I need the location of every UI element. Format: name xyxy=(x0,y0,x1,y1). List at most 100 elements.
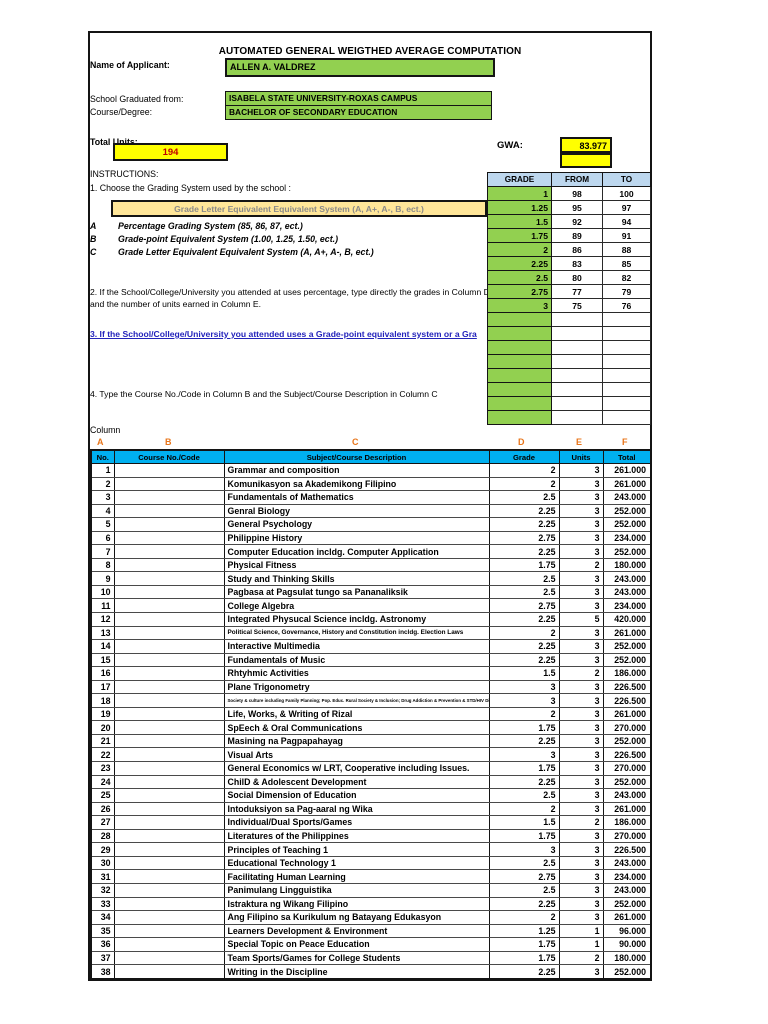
units-cell[interactable]: 3 xyxy=(558,706,604,722)
grade-cell[interactable]: 2 xyxy=(488,910,560,925)
course-description-cell[interactable]: Genral Biology xyxy=(223,503,490,519)
course-code-cell[interactable] xyxy=(113,842,225,857)
course-description-cell[interactable]: Plane Trigonometry xyxy=(223,679,490,695)
course-code-cell[interactable] xyxy=(113,706,225,722)
grade-scale-grade-cell[interactable] xyxy=(487,410,552,425)
grade-scale-grade-cell[interactable]: 2.75 xyxy=(487,284,552,299)
grade-cell[interactable]: 2.25 xyxy=(488,544,560,559)
grade-scale-grade-cell[interactable]: 3 xyxy=(487,298,552,313)
course-description-cell[interactable]: Life, Works, & Writing of Rizal xyxy=(223,706,490,722)
grade-scale-to-cell[interactable] xyxy=(602,340,651,355)
course-code-cell[interactable] xyxy=(113,774,225,790)
units-cell[interactable]: 3 xyxy=(558,584,604,600)
units-cell[interactable]: 3 xyxy=(558,639,604,654)
applicant-name-field[interactable]: ALLEN A. VALDREZ xyxy=(225,58,495,77)
units-cell[interactable]: 3 xyxy=(558,869,604,884)
units-cell[interactable]: 3 xyxy=(558,855,604,871)
grade-cell[interactable]: 2.25 xyxy=(488,639,560,654)
course-description-cell[interactable]: Visual Arts xyxy=(223,747,490,763)
course-code-cell[interactable] xyxy=(113,544,225,559)
course-description-cell[interactable]: General Economics w/ LRT, Cooperative in… xyxy=(223,761,490,776)
grade-scale-grade-cell[interactable] xyxy=(487,340,552,355)
units-cell[interactable]: 3 xyxy=(558,625,604,641)
units-cell[interactable]: 3 xyxy=(558,910,604,925)
grade-cell[interactable]: 1.75 xyxy=(488,761,560,776)
course-code-cell[interactable] xyxy=(113,530,225,546)
course-description-cell[interactable]: Individual/Dual Sports/Games xyxy=(223,815,490,830)
course-description-cell[interactable]: Istraktura ng Wikang Filipino xyxy=(223,896,490,912)
grade-scale-from-cell[interactable] xyxy=(551,354,603,369)
grade-cell[interactable]: 2.5 xyxy=(488,882,560,898)
units-cell[interactable]: 3 xyxy=(558,530,604,546)
grade-scale-grade-cell[interactable] xyxy=(487,312,552,327)
units-cell[interactable]: 2 xyxy=(558,666,604,681)
course-description-cell[interactable]: Educational Technology 1 xyxy=(223,855,490,871)
units-cell[interactable]: 3 xyxy=(558,842,604,857)
course-code-cell[interactable] xyxy=(113,666,225,681)
course-description-cell[interactable]: Principles of Teaching 1 xyxy=(223,842,490,857)
course-description-cell[interactable]: Political Science, Governance, History a… xyxy=(223,625,490,641)
grade-scale-grade-cell[interactable] xyxy=(487,354,552,369)
grade-cell[interactable]: 2.25 xyxy=(488,517,560,532)
course-description-cell[interactable]: Writing in the Discipline xyxy=(223,964,490,980)
course-code-cell[interactable] xyxy=(113,571,225,586)
gwa-empty-field[interactable] xyxy=(560,153,612,168)
grade-scale-to-cell[interactable] xyxy=(602,368,651,383)
course-code-cell[interactable] xyxy=(113,679,225,695)
course-code-cell[interactable] xyxy=(113,476,225,492)
course-description-cell[interactable]: Literatures of the Philippines xyxy=(223,828,490,844)
grade-cell[interactable]: 2 xyxy=(488,801,560,817)
units-cell[interactable]: 3 xyxy=(558,733,604,749)
grade-scale-grade-cell[interactable] xyxy=(487,326,552,341)
grade-scale-grade-cell[interactable]: 2.25 xyxy=(487,256,552,271)
grading-system-dropdown[interactable]: Grade Letter Equivalent Equivalent Syste… xyxy=(111,200,487,217)
course-code-cell[interactable] xyxy=(113,964,225,980)
grade-scale-from-cell[interactable] xyxy=(551,326,603,341)
course-code-cell[interactable] xyxy=(113,788,225,803)
course-code-cell[interactable] xyxy=(113,761,225,776)
units-cell[interactable]: 3 xyxy=(558,896,604,912)
course-description-cell[interactable]: Philippine History xyxy=(223,530,490,546)
grade-cell[interactable]: 2.25 xyxy=(488,503,560,519)
grade-scale-grade-cell[interactable]: 1.5 xyxy=(487,214,552,229)
units-cell[interactable]: 3 xyxy=(558,720,604,735)
grade-cell[interactable]: 2.25 xyxy=(488,964,560,980)
grade-cell[interactable]: 1.5 xyxy=(488,815,560,830)
grade-cell[interactable]: 1.5 xyxy=(488,666,560,681)
units-cell[interactable]: 3 xyxy=(558,490,604,505)
course-code-cell[interactable] xyxy=(113,598,225,613)
units-cell[interactable]: 2 xyxy=(558,950,604,966)
course-description-cell[interactable]: College Algebra xyxy=(223,598,490,613)
course-code-cell[interactable] xyxy=(113,517,225,532)
course-code-cell[interactable] xyxy=(113,584,225,600)
grade-cell[interactable]: 2 xyxy=(488,476,560,492)
grade-scale-grade-cell[interactable] xyxy=(487,396,552,411)
units-cell[interactable]: 2 xyxy=(558,815,604,830)
course-description-cell[interactable]: Intoduksiyon sa Pag-aaral ng Wika xyxy=(223,801,490,817)
course-description-cell[interactable]: Masining na Pagpapahayag xyxy=(223,733,490,749)
grade-cell[interactable]: 2 xyxy=(488,625,560,641)
course-code-cell[interactable] xyxy=(113,503,225,519)
course-description-cell[interactable]: Fundamentals of Mathematics xyxy=(223,490,490,505)
units-cell[interactable]: 5 xyxy=(558,612,604,627)
grade-cell[interactable]: 2.25 xyxy=(488,612,560,627)
grade-cell[interactable]: 2.75 xyxy=(488,869,560,884)
course-code-cell[interactable] xyxy=(113,652,225,668)
course-code-cell[interactable] xyxy=(113,639,225,654)
units-cell[interactable]: 3 xyxy=(558,801,604,817)
grade-cell[interactable]: 2.5 xyxy=(488,584,560,600)
grade-cell[interactable]: 2.5 xyxy=(488,490,560,505)
units-cell[interactable]: 3 xyxy=(558,517,604,532)
grade-scale-to-cell[interactable] xyxy=(602,326,651,341)
course-description-cell[interactable]: Interactive Multimedia xyxy=(223,639,490,654)
course-code-cell[interactable] xyxy=(113,490,225,505)
course-code-cell[interactable] xyxy=(113,855,225,871)
grade-cell[interactable]: 2.25 xyxy=(488,774,560,790)
units-cell[interactable]: 3 xyxy=(558,774,604,790)
course-code-cell[interactable] xyxy=(113,882,225,898)
course-code-cell[interactable] xyxy=(113,801,225,817)
units-cell[interactable]: 3 xyxy=(558,679,604,695)
units-cell[interactable]: 3 xyxy=(558,463,604,478)
units-cell[interactable]: 1 xyxy=(558,937,604,952)
course-description-cell[interactable]: Integrated Physucal Science incldg. Astr… xyxy=(223,612,490,627)
